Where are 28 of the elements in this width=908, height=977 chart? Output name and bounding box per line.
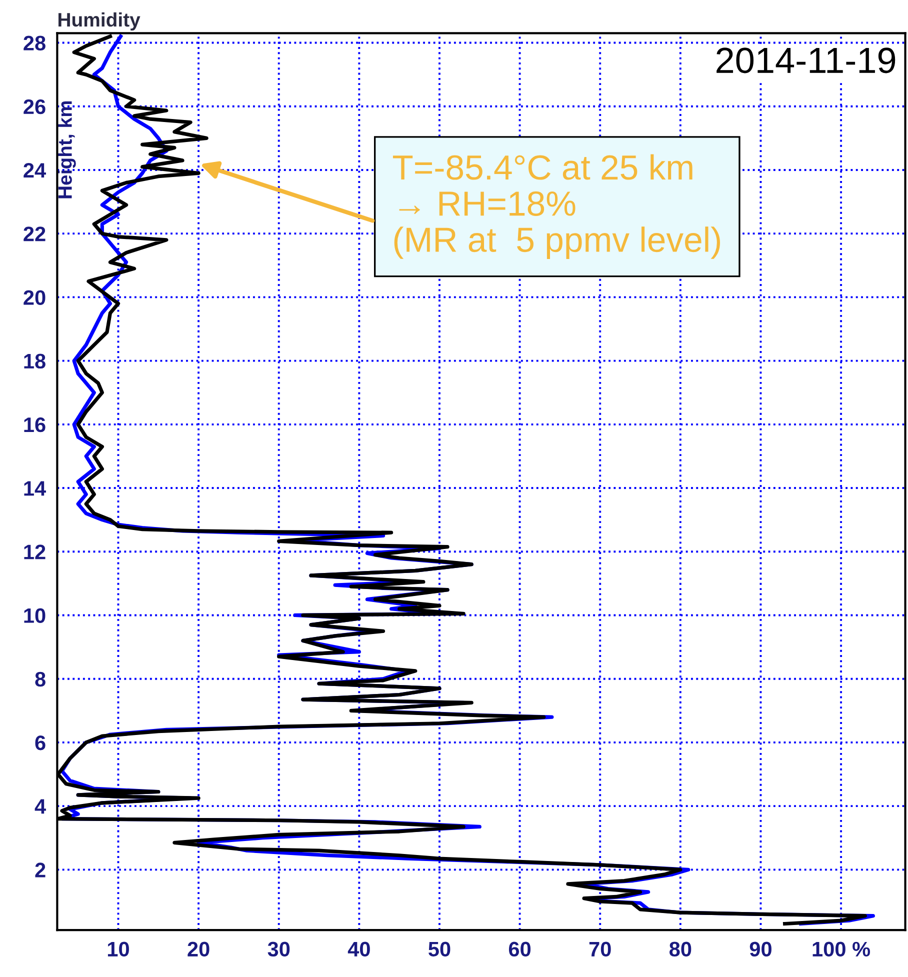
x-tick-label: 70 (589, 942, 611, 957)
y-tick-label: 8 (35, 672, 46, 687)
y-tick-label: 10 (24, 608, 46, 623)
y-axis-title: Height, km (58, 101, 76, 198)
y-tick-label: 12 (24, 544, 46, 560)
y-tick-label: 28 (24, 36, 46, 51)
x-tick-label: 20 (188, 942, 210, 957)
y-tick-label: 20 (24, 290, 46, 305)
x-tick-label: 100 % (812, 942, 870, 957)
chart-title: Humidity (58, 12, 140, 31)
annotation: T=-85.4°C at 25 km → RH=18% (MR at 5 ppmv level) (392, 154, 720, 259)
x-tick-label: 90 (750, 942, 772, 957)
x-tick-label: 50 (428, 942, 450, 957)
y-tick-label: 14 (24, 481, 46, 496)
y-tick-label: 2 (35, 862, 46, 878)
y-tick-label: 4 (34, 799, 46, 814)
y-tick-label: 24 (24, 162, 46, 178)
y-tick-label: 6 (35, 735, 46, 750)
y-tick-label: 26 (24, 99, 46, 114)
x-tick-label: 60 (508, 942, 531, 957)
y-tick-label: 18 (24, 354, 46, 369)
y-tick-label: 22 (24, 226, 46, 242)
x-tick-label: 30 (268, 942, 290, 957)
x-tick-label: 80 (669, 942, 692, 957)
x-tick-label: 10 (108, 942, 129, 957)
y-tick-label: 16 (24, 417, 46, 432)
x-tick-label: 40 (348, 942, 370, 957)
annotation: 2014-11-19 (716, 48, 896, 74)
